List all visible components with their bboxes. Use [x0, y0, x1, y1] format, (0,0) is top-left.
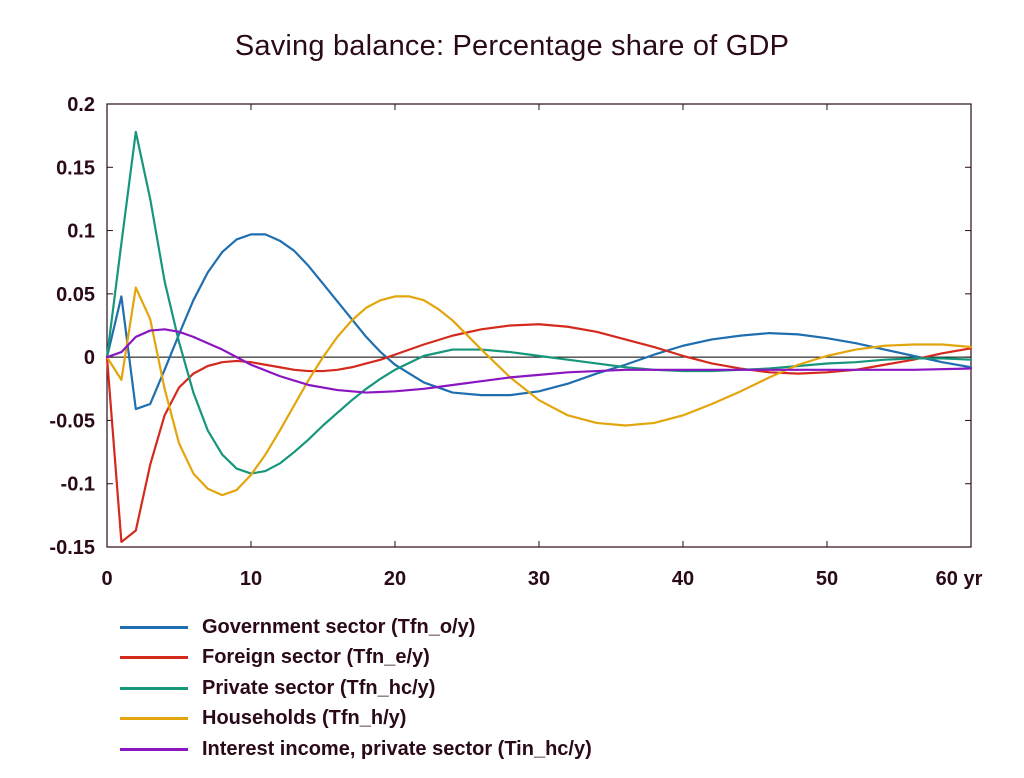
series-line-4 [105, 286, 973, 497]
y-tick-label: -0.1 [61, 474, 95, 496]
y-tick-label: 0.15 [56, 157, 95, 179]
plot-frame [106, 103, 972, 548]
legend-label: Private sector (Tfn_hc/y) [202, 676, 436, 699]
chart-title: Saving balance: Percentage share of GDP [234, 30, 790, 62]
legend-item: Foreign sector (Tfn_e/y) [120, 643, 592, 674]
x-tick-label: 20 [384, 568, 406, 590]
x-tick-label: 40 [672, 568, 694, 590]
legend-item: Private sector (Tfn_hc/y) [120, 673, 592, 704]
axes [106, 103, 972, 548]
series-line-5 [105, 328, 973, 394]
y-tick-label: 0 [84, 347, 95, 369]
legend-item: Households (Tfn_h/y) [120, 704, 592, 735]
legend-swatch [120, 625, 188, 629]
legend-swatch [120, 717, 188, 721]
y-tick-label: 0.1 [67, 221, 95, 243]
tick-labels: 0.2 0.15 0.1 0.05 0 -0.05 -0.1 -0.15 0 10 20 30 40 50… [49, 94, 982, 590]
legend-swatch [120, 686, 188, 690]
y-tick-label: -0.05 [49, 410, 95, 432]
legend-label: Interest income, private sector (Tin_hc/… [202, 737, 592, 760]
series-line-1 [105, 233, 973, 411]
x-tick-label: 60 yr [936, 568, 983, 590]
legend-item: Interest income, private sector (Tin_hc/… [120, 734, 592, 765]
legend-item: Government sector (Tfn_o/y) [120, 612, 592, 643]
legend-swatch [120, 656, 188, 660]
legend: Government sector (Tfn_o/y) Foreign secto… [120, 612, 592, 765]
legend-label: Government sector (Tfn_o/y) [202, 615, 476, 638]
legend-swatch [120, 747, 188, 751]
legend-label: Households (Tfn_h/y) [202, 707, 407, 730]
x-tick-label: 50 [816, 568, 838, 590]
series-line-3 [105, 130, 973, 475]
y-tick-label: 0.2 [67, 94, 95, 116]
x-tick-label: 30 [528, 568, 550, 590]
series-lines [105, 130, 973, 544]
x-tick-label: 10 [240, 568, 262, 590]
y-tick-label: 0.05 [56, 284, 95, 306]
legend-label: Foreign sector (Tfn_e/y) [202, 646, 430, 669]
x-tick-label: 0 [101, 568, 112, 590]
y-tick-label: -0.15 [49, 537, 95, 559]
